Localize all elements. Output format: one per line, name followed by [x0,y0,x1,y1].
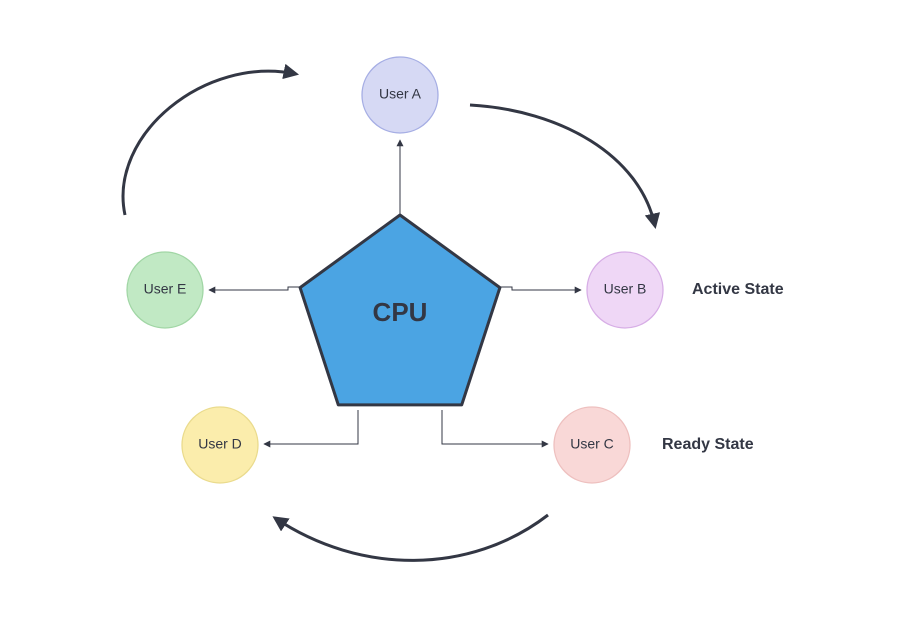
connector-cpu-userE [209,287,300,290]
node-userE-label: User E [144,281,187,297]
ready-state-label: Ready State [662,436,754,453]
node-userD-label: User D [198,436,242,452]
node-userC-label: User C [570,436,614,452]
node-userC: User C [554,407,630,483]
connector-cpu-userD [264,410,358,444]
cpu-node: CPU [300,215,500,405]
cpu-label: CPU [373,297,428,327]
node-userA-label: User A [379,86,422,102]
node-userA: User A [362,57,438,133]
node-userE: User E [127,252,203,328]
cpu-scheduling-diagram: CPU User A User B User C User D User E A… [0,0,902,642]
node-userB-label: User B [604,281,647,297]
node-userD: User D [182,407,258,483]
arrow-userE-to-userA [123,71,296,215]
active-state-label: Active State [692,281,784,298]
node-userB: User B [587,252,663,328]
arrow-userA-to-userB [470,105,655,226]
connector-cpu-userB [500,287,581,290]
arrow-userC-to-userD [275,515,548,560]
connector-cpu-userC [442,410,548,444]
